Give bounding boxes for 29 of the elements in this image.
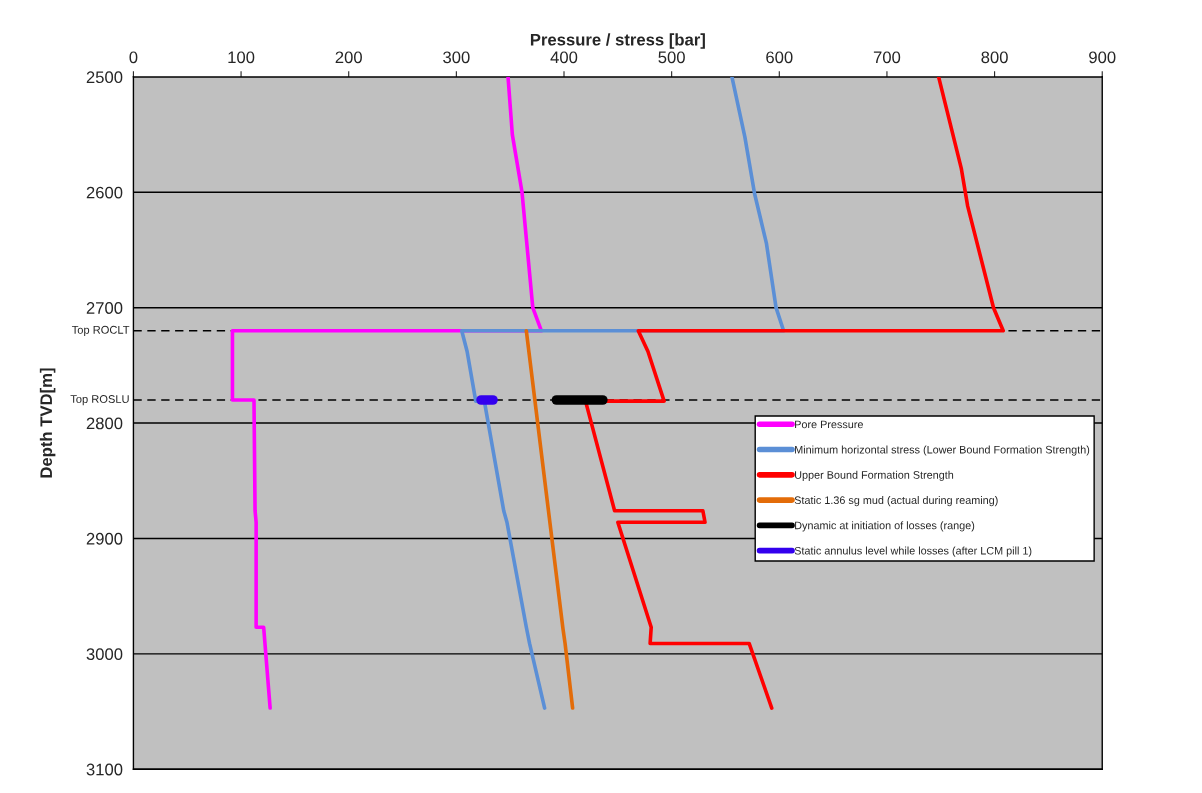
x-tick-label: 100 <box>228 51 255 64</box>
y-tick-label: 3100 <box>86 763 123 776</box>
x-tick-label: 400 <box>550 51 578 64</box>
x-tick-label: 0 <box>129 51 138 64</box>
legend-label: Upper Bound Formation Strength <box>795 470 954 481</box>
y-tick-label: 2500 <box>86 71 123 84</box>
y-tick-label: 2600 <box>86 186 123 199</box>
x-tick-label: 500 <box>658 51 685 64</box>
x-tick-label: 700 <box>873 51 901 64</box>
legend-label: Static 1.36 sg mud (actual during reaming) <box>794 496 998 507</box>
legend-label: Pore Pressure <box>795 420 863 429</box>
ref-line-label: Top ROSLU <box>70 395 129 406</box>
x-tick-label: 800 <box>981 51 1008 64</box>
y-tick-label: 2900 <box>86 532 123 545</box>
y-tick-label: 3000 <box>86 648 123 661</box>
x-tick-label: 900 <box>1089 51 1116 64</box>
ref-line-label: Top ROCLT <box>71 325 130 336</box>
x-axis-title: Pressure / stress [bar] <box>530 33 705 49</box>
x-tick-label: 600 <box>766 51 793 64</box>
x-tick-label: 300 <box>443 51 470 64</box>
x-tick-label: 200 <box>335 51 362 64</box>
legend-label: Static annulus level while losses (after LCM pill 1) <box>794 546 1032 557</box>
legend-label: Minimum horizontal stress (Lower Bound Formation Strength) <box>795 445 1090 456</box>
legend-label: Dynamic at initiation of losses (range) <box>795 521 975 532</box>
line-series <box>524 328 575 710</box>
y-axis-title: Depth TVD[m] <box>39 368 56 478</box>
y-tick-label: 2800 <box>86 417 123 430</box>
y-tick-label: 2700 <box>86 302 123 314</box>
line-series <box>230 76 544 710</box>
